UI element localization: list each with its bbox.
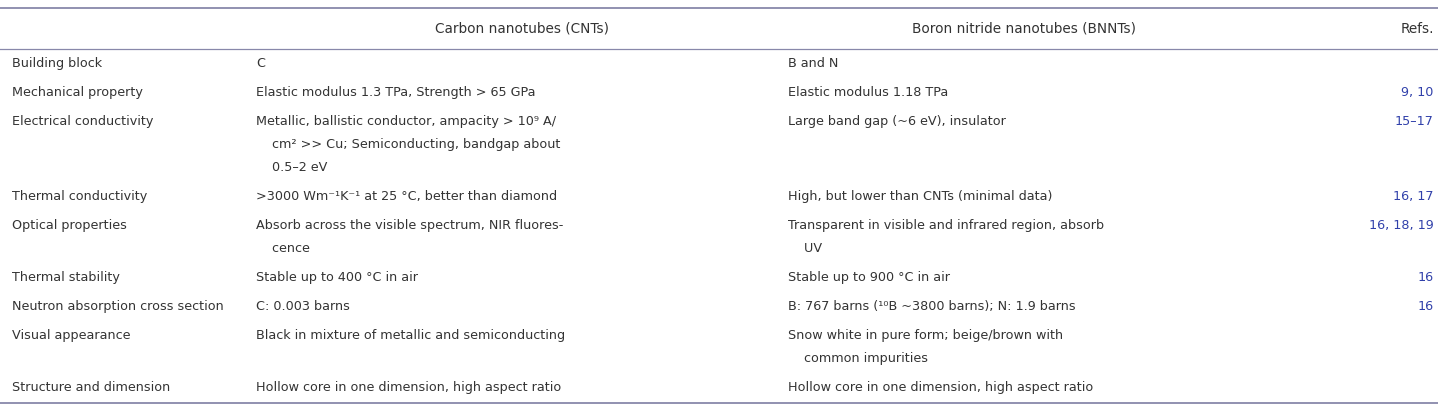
Text: Mechanical property: Mechanical property — [12, 86, 142, 99]
Text: Snow white in pure form; beige/brown with: Snow white in pure form; beige/brown wit… — [788, 329, 1063, 342]
Text: 0.5–2 eV: 0.5–2 eV — [256, 161, 328, 174]
Text: common impurities: common impurities — [788, 352, 928, 365]
Text: 15–17: 15–17 — [1395, 115, 1434, 128]
Text: Black in mixture of metallic and semiconducting: Black in mixture of metallic and semicon… — [256, 329, 565, 342]
Text: Hollow core in one dimension, high aspect ratio: Hollow core in one dimension, high aspec… — [788, 381, 1093, 394]
Text: Elastic modulus 1.3 TPa, Strength > 65 GPa: Elastic modulus 1.3 TPa, Strength > 65 G… — [256, 86, 535, 99]
Text: Visual appearance: Visual appearance — [12, 329, 129, 342]
Text: Absorb across the visible spectrum, NIR fluores-: Absorb across the visible spectrum, NIR … — [256, 219, 564, 232]
Text: B and N: B and N — [788, 57, 838, 70]
Text: Electrical conductivity: Electrical conductivity — [12, 115, 152, 128]
Text: >3000 Wm⁻¹K⁻¹ at 25 °C, better than diamond: >3000 Wm⁻¹K⁻¹ at 25 °C, better than diam… — [256, 190, 557, 203]
Text: Metallic, ballistic conductor, ampacity > 10⁹ A/: Metallic, ballistic conductor, ampacity … — [256, 115, 557, 128]
Text: Boron nitride nanotubes (BNNTs): Boron nitride nanotubes (BNNTs) — [912, 22, 1136, 36]
Text: Hollow core in one dimension, high aspect ratio: Hollow core in one dimension, high aspec… — [256, 381, 561, 394]
Text: Optical properties: Optical properties — [12, 219, 127, 232]
Text: Thermal conductivity: Thermal conductivity — [12, 190, 147, 203]
Text: Thermal stability: Thermal stability — [12, 271, 119, 284]
Text: Structure and dimension: Structure and dimension — [12, 381, 170, 394]
Text: UV: UV — [788, 242, 823, 255]
Text: 16: 16 — [1418, 300, 1434, 313]
Text: Stable up to 400 °C in air: Stable up to 400 °C in air — [256, 271, 418, 284]
Text: Building block: Building block — [12, 57, 102, 70]
Text: Elastic modulus 1.18 TPa: Elastic modulus 1.18 TPa — [788, 86, 948, 99]
Text: Carbon nanotubes (CNTs): Carbon nanotubes (CNTs) — [434, 22, 610, 36]
Text: Stable up to 900 °C in air: Stable up to 900 °C in air — [788, 271, 951, 284]
Text: Transparent in visible and infrared region, absorb: Transparent in visible and infrared regi… — [788, 219, 1104, 232]
Text: 16, 17: 16, 17 — [1393, 190, 1434, 203]
Text: 9, 10: 9, 10 — [1401, 86, 1434, 99]
Text: C: 0.003 barns: C: 0.003 barns — [256, 300, 349, 313]
Text: cence: cence — [256, 242, 309, 255]
Text: C: C — [256, 57, 265, 70]
Text: 16: 16 — [1418, 271, 1434, 284]
Text: cm² >> Cu; Semiconducting, bandgap about: cm² >> Cu; Semiconducting, bandgap about — [256, 138, 561, 151]
Text: Neutron absorption cross section: Neutron absorption cross section — [12, 300, 223, 313]
Text: Large band gap (~6 eV), insulator: Large band gap (~6 eV), insulator — [788, 115, 1007, 128]
Text: Refs.: Refs. — [1401, 22, 1434, 36]
Text: B: 767 barns (¹⁰B ~3800 barns); N: 1.9 barns: B: 767 barns (¹⁰B ~3800 barns); N: 1.9 b… — [788, 300, 1076, 313]
Text: 16, 18, 19: 16, 18, 19 — [1369, 219, 1434, 232]
Text: High, but lower than CNTs (minimal data): High, but lower than CNTs (minimal data) — [788, 190, 1053, 203]
